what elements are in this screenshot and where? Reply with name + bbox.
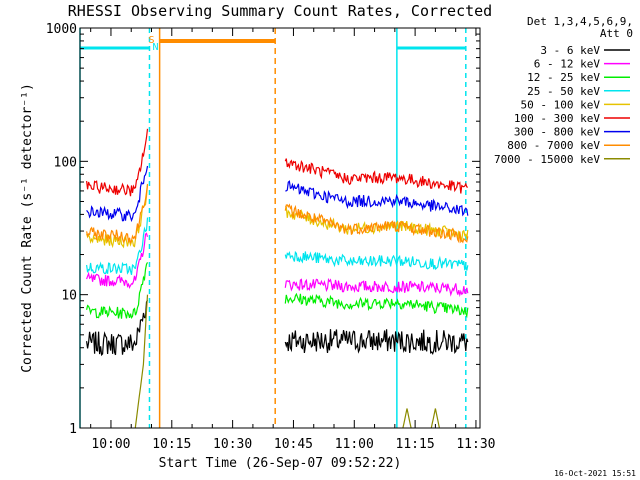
flag-label-s: S: [148, 35, 154, 46]
legend-label: 100 - 300 keV: [514, 112, 600, 125]
x-tick-label: 10:45: [274, 437, 313, 452]
series-1-segment-2: [284, 329, 469, 355]
series-9-segment-1: [134, 294, 149, 429]
legend-label: 6 - 12 keV: [534, 58, 601, 71]
series-9-segment-3: [430, 408, 440, 429]
series-6-segment-2: [284, 158, 469, 194]
x-tick-label: 10:15: [152, 437, 191, 452]
y-tick-label: 100: [54, 155, 77, 170]
series-9-segment-2: [402, 408, 412, 429]
series-2-segment-1: [86, 232, 149, 289]
y-axis-label: Corrected Count Rate (s⁻¹ detector⁻¹): [20, 83, 35, 373]
axes-ticks: [80, 28, 480, 429]
x-tick-label: 10:30: [213, 437, 252, 452]
series-4-segment-1: [86, 217, 149, 275]
chart-title: RHESSI Observing Summary Count Rates, Co…: [68, 2, 492, 20]
legend-title-line-2: Att 0: [600, 27, 633, 40]
series-4-segment-2: [284, 250, 469, 271]
flag-label-n: N: [153, 42, 159, 53]
y-tick-label: 10: [61, 289, 77, 304]
flag-labels: SN: [148, 35, 158, 53]
x-tick-label: 11:15: [396, 437, 435, 452]
series-8-segment-2: [284, 203, 469, 244]
x-tick-label: 11:30: [456, 437, 495, 452]
series-2-segment-2: [284, 277, 469, 298]
plot-frame: [79, 27, 481, 429]
series-1-segment-1: [86, 299, 149, 357]
legend-label: 7000 - 15000 keV: [494, 153, 600, 166]
footer-timestamp: 16-Oct-2021 15:51: [554, 469, 636, 478]
series-3-segment-2: [284, 292, 469, 319]
legend-label: 800 - 7000 keV: [507, 139, 600, 152]
series-6-segment-1: [86, 128, 149, 197]
legend-label: 3 - 6 keV: [540, 44, 600, 57]
series-7-segment-2: [285, 180, 469, 217]
x-tick-label: 10:00: [91, 437, 130, 452]
legend-label: 300 - 800 keV: [514, 126, 600, 139]
legend-label: 12 - 25 keV: [527, 71, 600, 84]
legend-label: 50 - 100 keV: [521, 98, 601, 111]
x-tick-labels: 10:00 10:15 10:30 10:45 11:00 11:15 11:30: [91, 437, 495, 452]
series-3-segment-1: [86, 262, 149, 320]
legend-label: 25 - 50 keV: [527, 85, 600, 98]
legend-title-line-1: Det 1,3,4,5,6,9,: [527, 15, 633, 28]
series-7-segment-1: [86, 165, 149, 223]
x-tick-label: 11:00: [335, 437, 374, 452]
y-tick-label: 1000: [46, 22, 77, 37]
y-tick-label: 1: [69, 422, 77, 437]
series-8-segment-1: [86, 183, 149, 245]
y-tick-labels: 1 10 100 1000: [46, 22, 77, 437]
x-axis-label: Start Time (26-Sep-07 09:52:22): [159, 456, 402, 471]
data-series: [86, 128, 469, 429]
